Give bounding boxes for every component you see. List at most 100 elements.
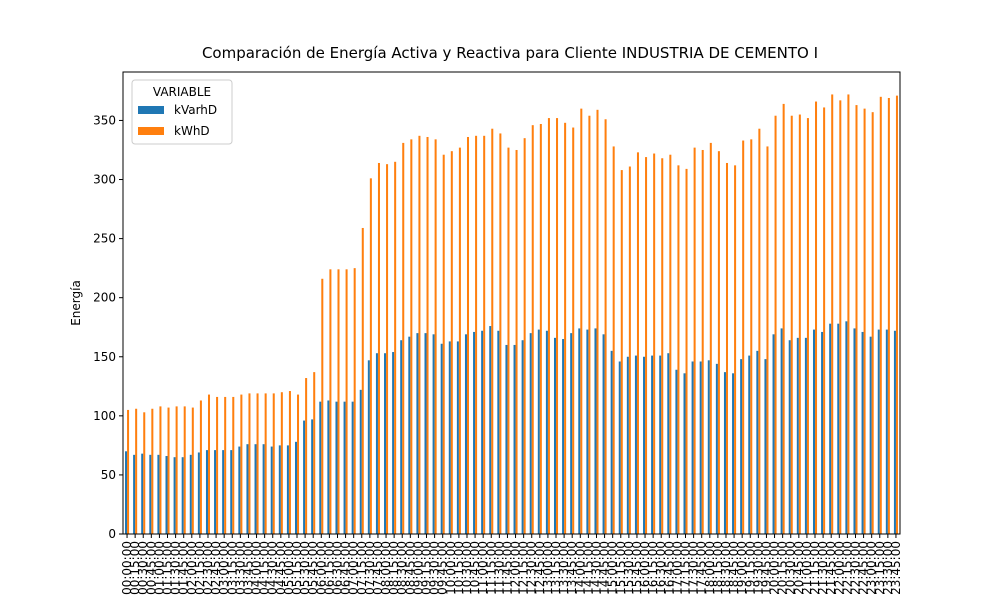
chart-title: Comparación de Energía Activa y Reactiva… xyxy=(202,44,818,62)
bar xyxy=(578,328,581,534)
bar xyxy=(885,329,888,534)
x-tick-label: 04:15:00 xyxy=(258,541,272,595)
bar xyxy=(594,328,597,534)
x-tick-label: 03:30:00 xyxy=(233,541,247,595)
y-axis-label: Energía xyxy=(69,280,83,326)
bar xyxy=(869,336,872,534)
bar xyxy=(288,391,291,534)
bar xyxy=(667,353,670,534)
bar xyxy=(701,149,704,534)
bar xyxy=(199,400,202,534)
x-tick-label: 00:30:00 xyxy=(136,541,150,595)
bar xyxy=(636,152,639,534)
x-tick-label: 17:45:00 xyxy=(695,541,709,595)
x-tick-label: 11:00:00 xyxy=(476,541,490,595)
x-tick-label: 09:30:00 xyxy=(428,541,442,595)
bar xyxy=(853,328,856,534)
bar xyxy=(643,356,646,534)
x-tick-label: 22:15:00 xyxy=(840,541,854,595)
x-tick-label: 10:00:00 xyxy=(444,541,458,595)
bar xyxy=(311,419,314,534)
bar xyxy=(804,337,807,534)
legend-swatch xyxy=(138,127,164,135)
bar xyxy=(456,341,459,534)
x-tick-label: 21:00:00 xyxy=(800,541,814,595)
bar xyxy=(798,114,801,535)
bar xyxy=(181,457,184,534)
bar xyxy=(473,331,476,534)
bar xyxy=(481,330,484,534)
bar xyxy=(505,344,508,534)
x-tick-label: 13:00:00 xyxy=(541,541,555,595)
y-tick-label: 50 xyxy=(101,468,116,482)
bar xyxy=(545,330,548,534)
bar xyxy=(351,401,354,534)
x-tick-label: 22:45:00 xyxy=(857,541,871,595)
bar xyxy=(384,353,387,534)
x-tick-label: 15:45:00 xyxy=(630,541,644,595)
bar xyxy=(677,165,680,534)
bar xyxy=(464,334,467,534)
x-tick-label: 03:15:00 xyxy=(225,541,239,595)
bar xyxy=(588,115,591,534)
bar xyxy=(790,115,793,534)
x-tick-label: 01:30:00 xyxy=(169,541,183,595)
x-tick-label: 20:30:00 xyxy=(784,541,798,595)
bar xyxy=(377,162,380,534)
x-tick-label: 10:30:00 xyxy=(460,541,474,595)
bar xyxy=(772,334,775,534)
bar xyxy=(564,122,567,535)
bar xyxy=(618,361,621,534)
x-tick-label: 16:45:00 xyxy=(662,541,676,595)
bar xyxy=(286,445,289,534)
bar xyxy=(523,138,526,534)
bar xyxy=(353,268,356,534)
x-tick-label: 17:00:00 xyxy=(670,541,684,595)
x-tick-label: 05:45:00 xyxy=(306,541,320,595)
x-tick-label: 05:30:00 xyxy=(298,541,312,595)
bar xyxy=(626,356,629,534)
bar xyxy=(829,323,832,534)
x-tick-label: 17:15:00 xyxy=(679,541,693,595)
x-tick-label: 14:00:00 xyxy=(573,541,587,595)
bar xyxy=(230,450,233,534)
y-tick-label: 100 xyxy=(93,409,116,423)
bar xyxy=(756,350,759,534)
x-tick-label: 19:30:00 xyxy=(751,541,765,595)
bar xyxy=(240,394,243,534)
x-tick-label: 12:30:00 xyxy=(525,541,539,595)
x-tick-label: 12:00:00 xyxy=(509,541,523,595)
x-tick-label: 23:15:00 xyxy=(873,541,887,595)
bar xyxy=(238,446,241,534)
bar xyxy=(871,112,874,534)
bar xyxy=(879,96,882,535)
bar xyxy=(547,118,550,534)
bar xyxy=(531,125,534,534)
bar xyxy=(586,329,589,534)
bar xyxy=(173,457,176,534)
x-tick-label: 07:30:00 xyxy=(363,541,377,595)
bar xyxy=(812,329,816,534)
bar xyxy=(861,331,864,534)
bar xyxy=(513,344,516,534)
x-tick-label: 11:45:00 xyxy=(500,541,514,595)
x-tick-label: 07:00:00 xyxy=(347,541,361,595)
x-tick-label: 22:00:00 xyxy=(832,541,846,595)
bar xyxy=(537,329,540,534)
bar xyxy=(717,151,720,534)
x-tick-label: 14:15:00 xyxy=(581,541,595,595)
plot-frame xyxy=(122,71,901,535)
bar xyxy=(489,326,492,534)
bar xyxy=(669,154,672,534)
bar xyxy=(780,328,783,534)
x-tick-label: 01:45:00 xyxy=(177,541,191,595)
bar xyxy=(612,146,615,535)
bar xyxy=(442,154,445,534)
x-tick-label: 20:00:00 xyxy=(768,541,782,595)
bar xyxy=(207,394,211,534)
bar xyxy=(855,105,858,534)
x-tick-label: 09:00:00 xyxy=(411,541,425,595)
x-tick-label: 21:45:00 xyxy=(824,541,838,595)
x-tick-label: 13:45:00 xyxy=(565,541,579,595)
